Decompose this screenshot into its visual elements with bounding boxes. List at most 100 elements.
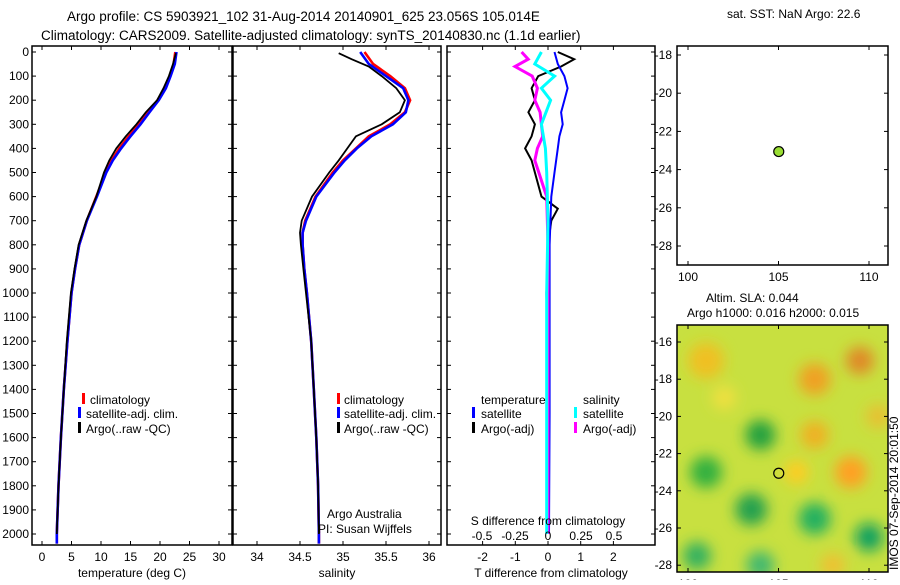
map-frame bbox=[676, 324, 889, 573]
map-frame bbox=[676, 45, 889, 266]
x-tick-label: 10 bbox=[94, 550, 108, 564]
y-tick-label: 400 bbox=[9, 141, 29, 155]
x-tick-label: 35.5 bbox=[374, 550, 398, 564]
temperature-panel: 0100200300400500600700800900100011001200… bbox=[2, 45, 233, 580]
salinity-panel: 34 34.5 35 35.5 36 salinity bbox=[232, 45, 442, 580]
legend-swatch-argo bbox=[337, 422, 340, 433]
sla-anomaly-patch bbox=[798, 502, 831, 535]
y-tick-label: -26 bbox=[655, 201, 673, 215]
y-tick-label: -18 bbox=[655, 372, 673, 386]
sla-anomaly-patch bbox=[688, 342, 725, 379]
y-tick-label: -16 bbox=[655, 335, 673, 349]
series-line-satellite-adj-clim- bbox=[301, 51, 410, 544]
x-tick-label: 30 bbox=[212, 550, 226, 564]
y-tick-label: -20 bbox=[655, 409, 673, 423]
imos-timestamp: IMOS 07-Sep-2014 20:01:50 bbox=[887, 416, 900, 570]
legend-argo: Argo(..raw -QC) bbox=[344, 422, 429, 436]
legend-climatology: climatology bbox=[344, 393, 404, 407]
y-tick-label: 700 bbox=[9, 214, 29, 228]
sla-anomaly-patch bbox=[690, 456, 723, 489]
legend-swatch-t-sat bbox=[472, 407, 475, 418]
legend-salinity-head: salinity bbox=[583, 393, 620, 407]
y-tick-label: -22 bbox=[655, 447, 673, 461]
legend-swatch-t-argo bbox=[472, 422, 475, 433]
legend-argo: Argo(..raw -QC) bbox=[86, 422, 171, 436]
series-line-argo-raw-qc- bbox=[55, 52, 177, 535]
legend-swatch-satellite bbox=[337, 407, 340, 418]
legend-swatch-satellite bbox=[78, 407, 81, 418]
sla-anomaly-patch bbox=[834, 456, 867, 489]
y-tick-label: 1000 bbox=[2, 286, 29, 300]
y-tick-label: 300 bbox=[9, 117, 29, 131]
y-tick-label: -26 bbox=[655, 521, 673, 535]
x-tick-label: 35 bbox=[336, 550, 350, 564]
y-tick-label: 1800 bbox=[2, 479, 29, 493]
difference-legend: temperature salinity satellite Argo(-adj… bbox=[472, 393, 636, 436]
sla-anomaly-patch bbox=[712, 385, 737, 410]
sla-anomaly-patch bbox=[866, 404, 888, 429]
legend-s-argo: Argo(-adj) bbox=[583, 422, 636, 436]
legend-s-sat: satellite bbox=[583, 407, 624, 421]
y-tick-label: 0 bbox=[22, 45, 29, 59]
x2-tick-label: 0.5 bbox=[606, 529, 623, 543]
axes-frame bbox=[232, 45, 442, 546]
credit-org: Argo Australia bbox=[327, 507, 402, 521]
x-tick-label: 110 bbox=[859, 270, 878, 284]
legend-satellite: satellite-adj. clim. bbox=[344, 407, 436, 421]
x-tick-label: 15 bbox=[124, 550, 138, 564]
x-axis-label: T difference from climatology bbox=[474, 566, 628, 580]
x-axis-label: salinity bbox=[319, 566, 356, 580]
header-title-line2: Climatology: CARS2009. Satellite-adjuste… bbox=[41, 28, 581, 43]
sst-map: 100 105 110 -18 -20 -22 -24 -26 -28 bbox=[655, 45, 889, 284]
x-tick-label: 5 bbox=[68, 550, 75, 564]
x2-tick-label: 0 bbox=[545, 529, 552, 543]
axes-frame bbox=[446, 45, 656, 546]
argo-location-marker bbox=[773, 467, 785, 479]
sla-anomaly-patch bbox=[683, 541, 712, 570]
x-tick-label: 34.5 bbox=[288, 550, 312, 564]
difference-panel: -2 -1 0 1 2 T difference from climatology S di… bbox=[446, 45, 656, 580]
y-tick-label: -18 bbox=[655, 48, 673, 62]
legend-swatch-argo bbox=[78, 422, 81, 433]
sla-anomaly-patch bbox=[855, 523, 883, 552]
series-line-satellite-adj-clim- bbox=[55, 51, 178, 544]
legend-temperature-head: temperature bbox=[481, 393, 546, 407]
x-tick-label: -2 bbox=[477, 550, 488, 564]
legend-climatology: climatology bbox=[90, 393, 150, 407]
x-axis-label: temperature (deg C) bbox=[78, 566, 186, 580]
series-line-argo-raw-qc- bbox=[299, 52, 406, 535]
sla-anomaly-patch bbox=[746, 551, 775, 572]
sla-anomaly-patch bbox=[745, 420, 776, 450]
y-tick-label: 1200 bbox=[2, 334, 29, 348]
legend-t-argo: Argo(-adj) bbox=[481, 422, 534, 436]
x2-axis-label: S difference from climatology bbox=[471, 514, 626, 528]
sla-anomaly-patch bbox=[735, 493, 768, 526]
legend-swatch-s-sat bbox=[574, 407, 577, 418]
x2-tick-label: 0.25 bbox=[569, 529, 593, 543]
x-tick-label: 2 bbox=[610, 550, 617, 564]
legend-swatch-s-argo bbox=[574, 422, 577, 433]
axes-frame bbox=[31, 45, 233, 546]
y-tick-label: -24 bbox=[655, 484, 673, 498]
legend-swatch-climatology bbox=[82, 393, 85, 404]
legend-t-sat: satellite bbox=[481, 407, 522, 421]
sst-map-title: sat. SST: NaN Argo: 22.6 bbox=[727, 7, 861, 21]
x-tick-label: 20 bbox=[153, 550, 167, 564]
temperature-legend: climatology satellite-adj. clim. Argo(..… bbox=[78, 393, 178, 436]
y-tick-label: 1600 bbox=[2, 431, 29, 445]
legend-swatch-climatology bbox=[337, 393, 340, 404]
y-tick-label: -28 bbox=[655, 239, 673, 253]
y-tick-label: -22 bbox=[655, 124, 673, 138]
y-tick-label: 600 bbox=[9, 190, 29, 204]
credit-pi: PI: Susan Wijffels bbox=[318, 522, 412, 536]
x-tick-label: 0 bbox=[39, 550, 46, 564]
y-tick-label: 800 bbox=[9, 238, 29, 252]
y-tick-label: 2000 bbox=[2, 527, 29, 541]
series-line-salinity-argo-adj- bbox=[511, 50, 550, 534]
y-tick-label: 200 bbox=[9, 93, 29, 107]
header-title-line1: Argo profile: CS 5903921_102 31-Aug-2014… bbox=[67, 9, 540, 24]
y-tick-label: 100 bbox=[9, 69, 29, 83]
sla-map-title2: Argo h1000: 0.016 h2000: 0.015 bbox=[687, 306, 859, 320]
